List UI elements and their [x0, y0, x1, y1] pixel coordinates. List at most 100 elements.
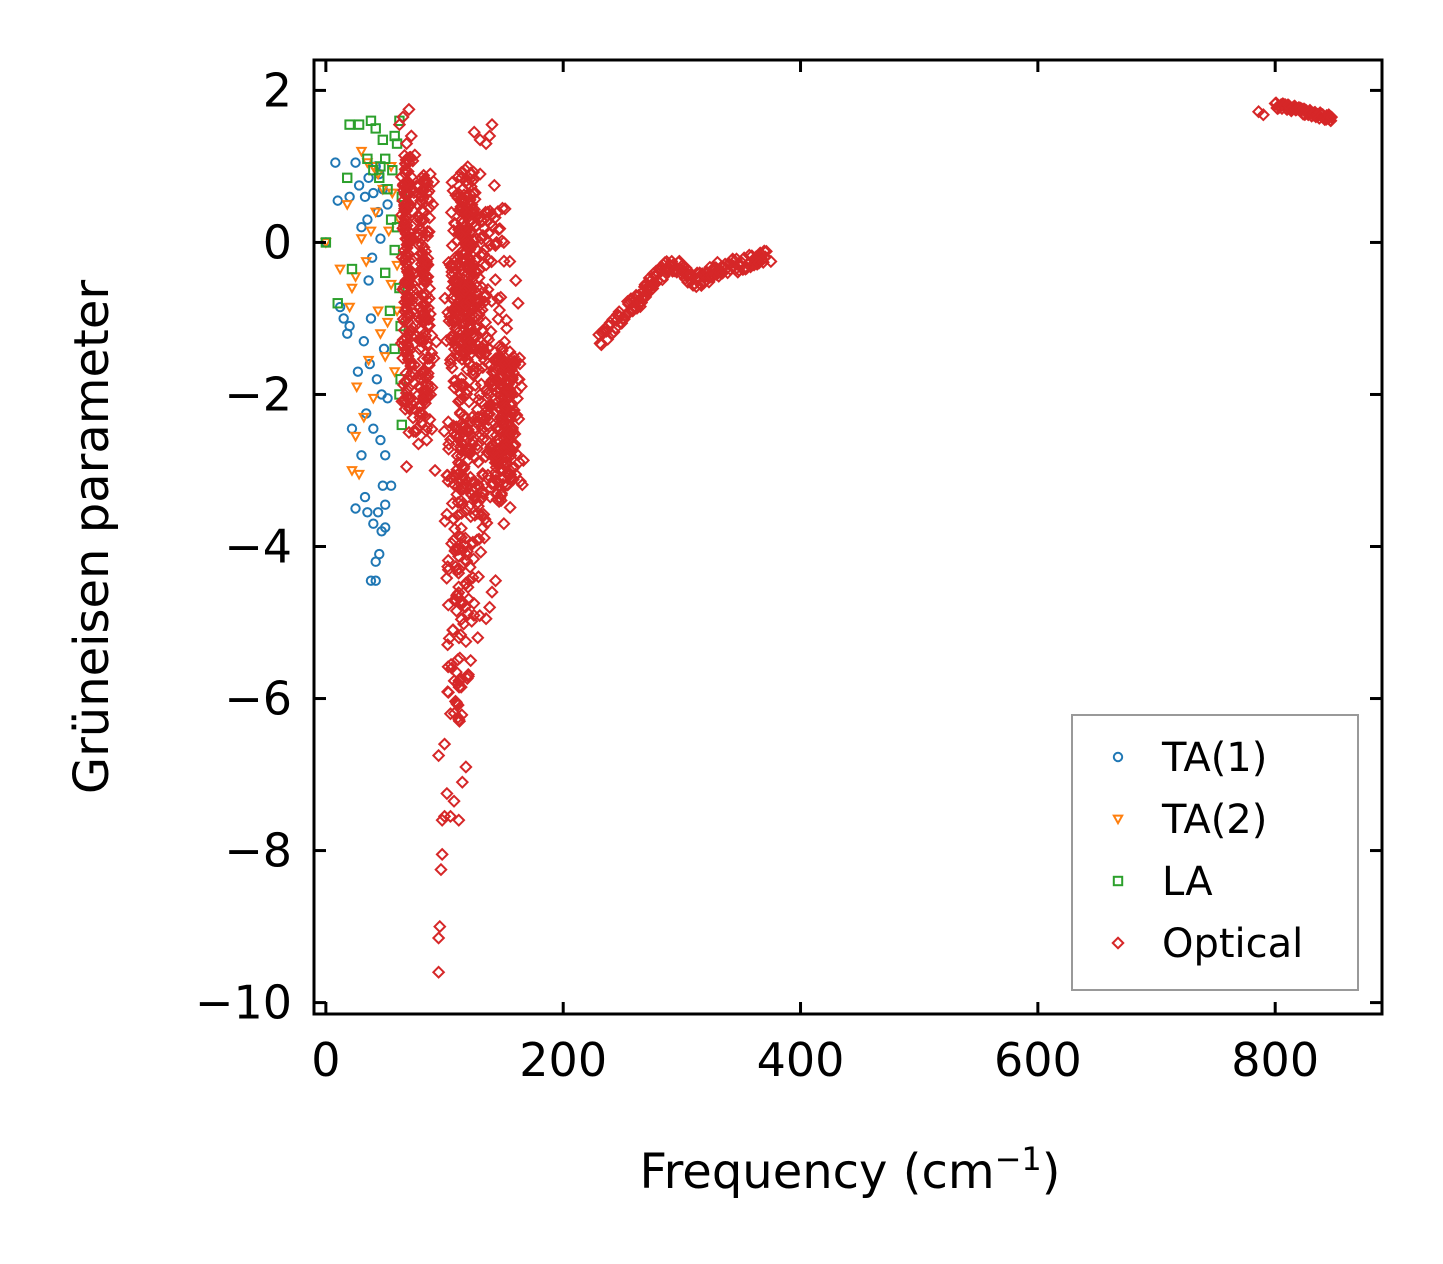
- data-point: [471, 631, 485, 645]
- optical-point: [482, 253, 496, 267]
- data-point: [353, 119, 365, 130]
- optical-point: [455, 203, 469, 217]
- optical-point: [491, 204, 505, 219]
- optical-point: [418, 396, 433, 410]
- data-point: [509, 273, 523, 288]
- optical-point: [488, 352, 503, 366]
- optical-point: [441, 598, 455, 612]
- optical-point: [451, 652, 465, 667]
- optical-point: [474, 232, 489, 246]
- optical-point: [478, 315, 493, 330]
- legend-marker: [1112, 751, 1124, 763]
- optical-point: [476, 487, 491, 501]
- data-point: [382, 199, 393, 210]
- optical-point: [417, 256, 432, 270]
- optical-point: [491, 291, 505, 306]
- data-point: [359, 191, 371, 203]
- optical-point: [470, 318, 484, 333]
- optical-point: [458, 283, 472, 297]
- optical-point: [450, 449, 465, 463]
- optical-point: [461, 422, 475, 437]
- optical-point: [425, 422, 439, 436]
- optical-point: [450, 378, 464, 393]
- optical-point: [396, 282, 410, 297]
- data-point: [443, 809, 458, 824]
- data-point: [380, 450, 391, 461]
- optical-point: [400, 241, 414, 255]
- data-point: [431, 748, 446, 763]
- data-point: [433, 919, 447, 934]
- optical-point: [500, 321, 514, 336]
- legend-item: TA(1): [1112, 735, 1267, 781]
- legend: TA(1) TA(2) LA Optical: [1071, 714, 1359, 991]
- data-point: [382, 184, 393, 195]
- optical-point: [440, 571, 454, 585]
- data-point: [353, 180, 365, 191]
- optical-point: [399, 386, 414, 400]
- optical-point: [469, 342, 483, 357]
- optical-point: [465, 614, 479, 628]
- data-point: [353, 469, 365, 481]
- optical-point: [399, 175, 413, 189]
- optical-point: [416, 364, 430, 378]
- optical-point: [400, 336, 414, 351]
- data-point: [338, 313, 349, 324]
- optical-point: [411, 309, 425, 324]
- optical-point: [464, 257, 478, 272]
- optical-point: [445, 291, 459, 306]
- optical-point: [455, 468, 470, 483]
- data-point: [431, 965, 446, 979]
- plot-frame: [312, 58, 1384, 1016]
- data-point: [346, 263, 358, 275]
- optical-point: [449, 593, 464, 608]
- optical-point: [476, 214, 490, 228]
- series-optical: [392, 96, 1339, 979]
- optical-point: [411, 208, 425, 223]
- data-point: [369, 207, 382, 219]
- optical-point: [491, 222, 506, 237]
- optical-point: [442, 631, 456, 646]
- optical-point: [503, 427, 518, 441]
- optical-point: [477, 347, 492, 361]
- data-point: [363, 275, 374, 286]
- optical-point: [457, 347, 471, 362]
- data-point: [374, 548, 385, 560]
- optical-point: [487, 477, 501, 491]
- data-point: [370, 123, 381, 134]
- data-point: [482, 600, 497, 614]
- data-point: [382, 226, 395, 238]
- optical-point: [396, 179, 410, 193]
- x-tick-label: 800: [1231, 1033, 1319, 1087]
- optical-point: [399, 273, 413, 288]
- optical-point: [502, 383, 516, 397]
- data-point: [443, 707, 458, 721]
- optical-point: [447, 468, 461, 482]
- optical-point: [1324, 110, 1339, 124]
- data-point: [365, 575, 377, 586]
- optical-point: [453, 393, 467, 407]
- data-point: [396, 110, 410, 124]
- data-point: [437, 737, 452, 751]
- optical-point: [759, 244, 773, 259]
- optical-point: [445, 238, 459, 253]
- optical-point: [499, 400, 513, 415]
- data-point: [497, 235, 511, 250]
- optical-point: [458, 163, 472, 177]
- optical-point: [447, 381, 461, 395]
- optical-point: [463, 212, 477, 227]
- data-point: [346, 283, 358, 295]
- optical-point: [464, 166, 478, 180]
- optical-point: [417, 331, 432, 345]
- optical-point: [405, 231, 419, 246]
- optical-point: [460, 314, 474, 329]
- data-point: [385, 214, 397, 225]
- data-point: [359, 491, 371, 503]
- optical-point: [420, 351, 435, 366]
- legend-label: TA(2): [1161, 797, 1267, 843]
- optical-point: [416, 298, 431, 312]
- optical-point: [468, 450, 482, 464]
- optical-point: [723, 262, 737, 276]
- data-point: [503, 254, 517, 269]
- optical-point: [402, 324, 417, 339]
- optical-point: [416, 389, 431, 403]
